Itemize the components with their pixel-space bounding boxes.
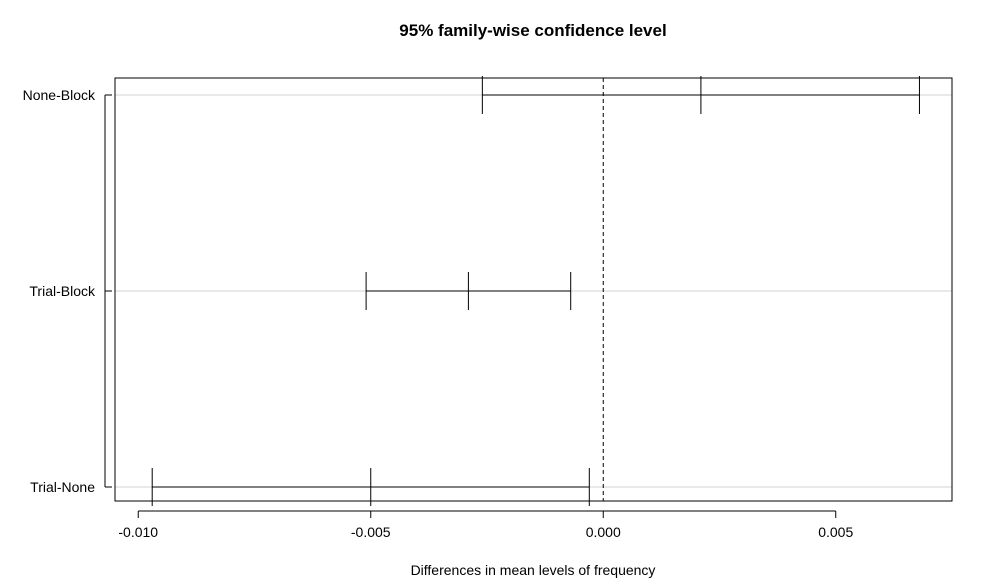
intervals [151,76,920,506]
y-tick-label: Trial-Block [29,283,96,299]
x-tick-label: -0.005 [351,524,391,540]
x-axis: -0.010 -0.005 0.000 0.005 [118,510,853,540]
x-axis-label: Differences in mean levels of frequency [411,562,656,578]
x-tick-label: -0.010 [118,524,158,540]
x-tick-label: 0.005 [818,524,853,540]
y-axis: None-Block Trial-Block Trial-None [23,87,112,495]
y-tick-label: None-Block [23,87,96,103]
y-tick-label: Trial-None [30,479,95,495]
plot-frame [114,77,953,502]
x-tick-label: 0.000 [586,524,621,540]
chart-title: 95% family-wise confidence level [399,21,666,40]
